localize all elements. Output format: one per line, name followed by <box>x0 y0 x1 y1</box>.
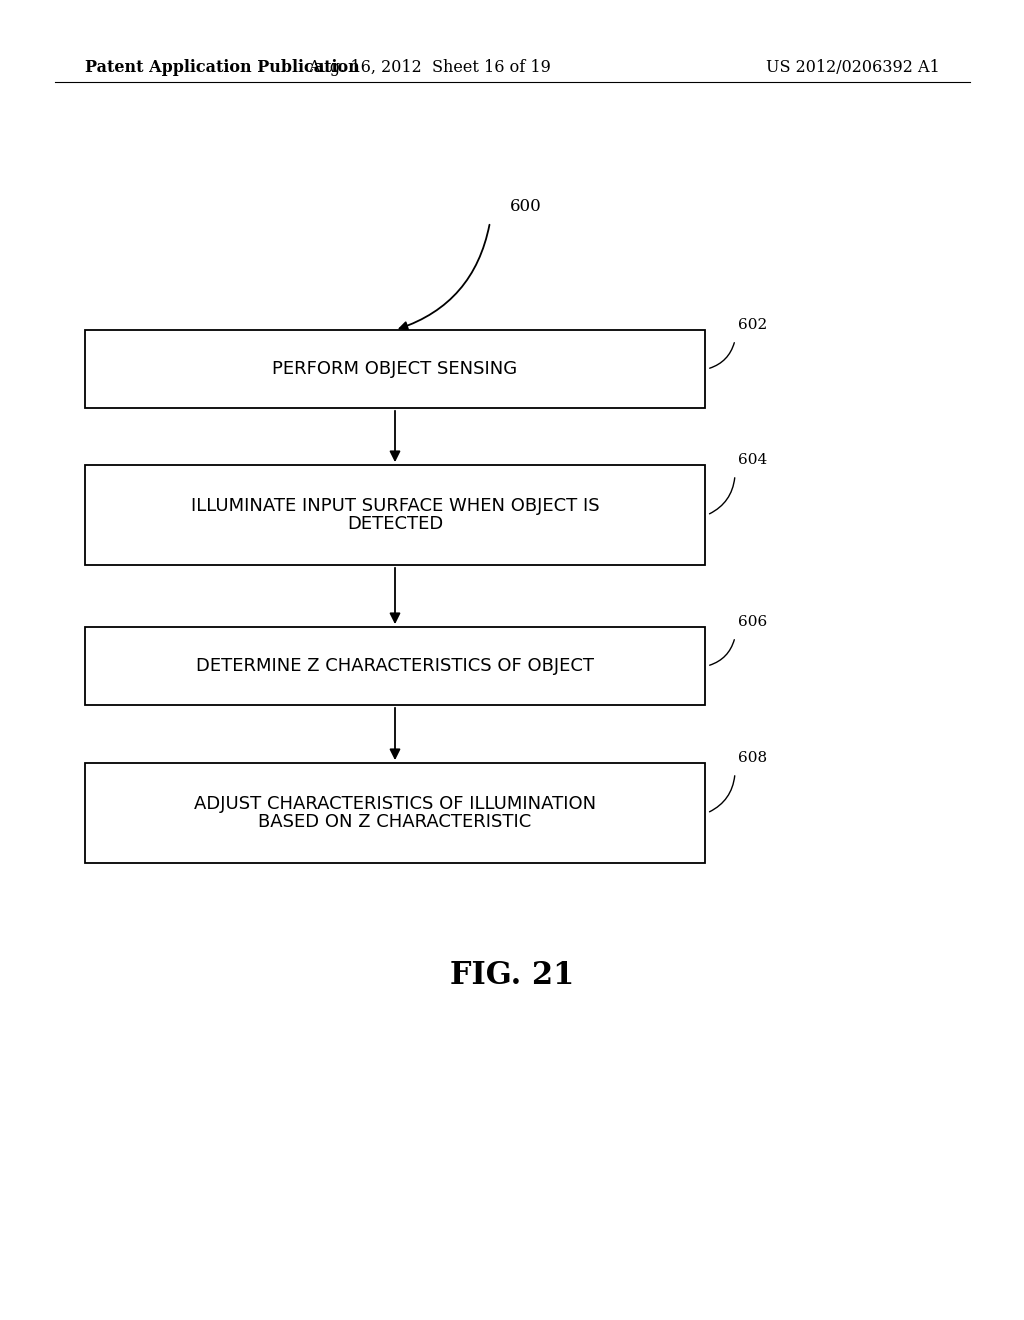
Text: US 2012/0206392 A1: US 2012/0206392 A1 <box>766 59 940 77</box>
Text: DETERMINE Z CHARACTERISTICS OF OBJECT: DETERMINE Z CHARACTERISTICS OF OBJECT <box>196 657 594 675</box>
Text: 606: 606 <box>738 615 767 630</box>
Text: FIG. 21: FIG. 21 <box>450 960 574 990</box>
Bar <box>85 330 705 408</box>
Text: PERFORM OBJECT SENSING: PERFORM OBJECT SENSING <box>272 360 517 378</box>
Text: ILLUMINATE INPUT SURFACE WHEN OBJECT IS: ILLUMINATE INPUT SURFACE WHEN OBJECT IS <box>190 498 599 515</box>
Bar <box>85 465 705 565</box>
Text: Patent Application Publication: Patent Application Publication <box>85 59 359 77</box>
Text: 600: 600 <box>510 198 542 215</box>
Text: ADJUST CHARACTERISTICS OF ILLUMINATION: ADJUST CHARACTERISTICS OF ILLUMINATION <box>194 795 596 813</box>
Text: BASED ON Z CHARACTERISTIC: BASED ON Z CHARACTERISTIC <box>258 813 531 832</box>
Text: Aug. 16, 2012  Sheet 16 of 19: Aug. 16, 2012 Sheet 16 of 19 <box>308 59 552 77</box>
Bar <box>85 627 705 705</box>
Bar <box>85 763 705 863</box>
Text: 608: 608 <box>738 751 767 766</box>
Text: 602: 602 <box>738 318 767 333</box>
Text: 604: 604 <box>738 453 767 467</box>
Text: DETECTED: DETECTED <box>347 515 443 533</box>
